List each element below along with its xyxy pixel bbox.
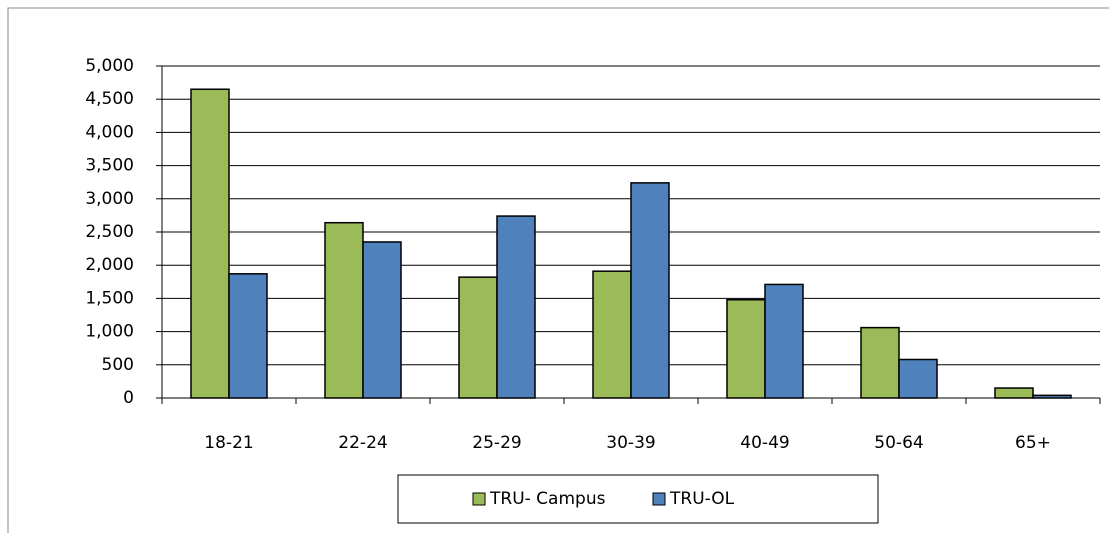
x-tick-label: 18-21 xyxy=(204,433,253,453)
bar xyxy=(458,276,498,399)
legend-label: TRU- Campus xyxy=(489,489,606,509)
bar xyxy=(630,182,670,399)
y-tick-label: 0 xyxy=(123,388,134,408)
legend-box xyxy=(397,474,879,524)
y-tick-label: 3,000 xyxy=(85,189,134,209)
x-tick-label: 65+ xyxy=(1015,433,1051,453)
y-tick-label: 1,500 xyxy=(85,288,134,308)
y-tick-label: 2,000 xyxy=(85,255,134,275)
x-tick-label: 50-64 xyxy=(874,433,923,453)
legend-swatch xyxy=(652,492,666,506)
legend-swatch xyxy=(472,492,486,506)
bar xyxy=(324,221,364,399)
y-tick-label: 3,500 xyxy=(85,156,134,176)
x-tick-label: 22-24 xyxy=(338,433,387,453)
y-tick-label: 4,500 xyxy=(85,89,134,109)
x-tick-label: 40-49 xyxy=(740,433,789,453)
bar xyxy=(362,241,402,399)
bar xyxy=(726,298,766,399)
bar xyxy=(898,358,938,399)
y-tick-label: 1,000 xyxy=(85,322,134,342)
y-tick-label: 500 xyxy=(102,355,134,375)
y-tick-label: 2,500 xyxy=(85,222,134,242)
y-tick-label: 5,000 xyxy=(85,56,134,76)
bar xyxy=(496,215,536,399)
legend-label: TRU-OL xyxy=(669,489,735,509)
bar xyxy=(190,88,230,399)
chart-border xyxy=(7,7,1109,533)
bar xyxy=(994,387,1034,399)
bar xyxy=(228,273,268,399)
x-tick-label: 25-29 xyxy=(472,433,521,453)
y-tick-label: 4,000 xyxy=(85,122,134,142)
x-tick-label: 30-39 xyxy=(606,433,655,453)
bar xyxy=(860,326,900,399)
bar xyxy=(764,283,804,399)
bar xyxy=(592,270,632,399)
